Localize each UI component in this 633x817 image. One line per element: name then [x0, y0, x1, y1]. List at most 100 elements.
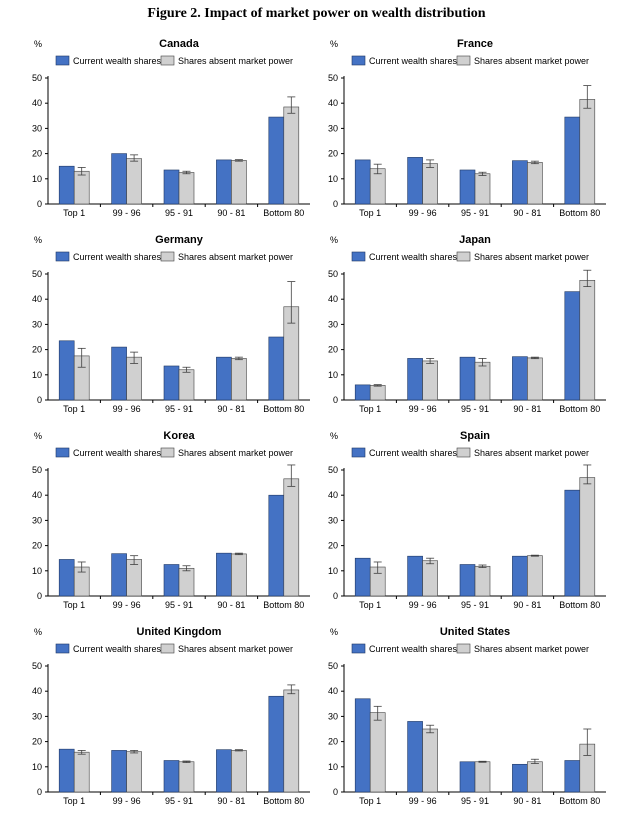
bar-current-wealth: [58, 748, 75, 793]
x-tick-label: 99 - 96: [409, 600, 437, 610]
error-bar: [182, 366, 191, 373]
x-tick-label: 99 - 96: [409, 208, 437, 218]
y-tick-label: 10: [32, 370, 42, 380]
x-tick-label: Top 1: [63, 404, 85, 414]
y-tick-label: 30: [328, 515, 338, 525]
bar-absent-market-power: [474, 761, 491, 793]
bar-absent-market-power: [527, 761, 543, 793]
y-tick-label: 20: [328, 541, 338, 551]
bar-absent-market-power: [231, 358, 247, 401]
x-tick-label: Bottom 80: [263, 208, 304, 218]
panel-title: Spain: [460, 430, 490, 442]
y-tick-label: 20: [328, 737, 338, 747]
bar-absent-market-power: [283, 689, 300, 793]
error-bar: [426, 358, 435, 364]
bar-current-wealth: [58, 340, 75, 401]
panel-germany: Germany% 0 10 20 30 40 50 Top 1 99 - 96 95 - 91 90…: [32, 234, 310, 414]
bar-current-wealth: [459, 564, 476, 597]
bar-current-wealth: [564, 489, 581, 597]
error-bar: [426, 724, 435, 734]
error-bar: [478, 171, 487, 176]
bar-absent-market-power: [579, 99, 596, 205]
legend-swatch-current: [351, 643, 366, 654]
y-tick-label: 30: [328, 711, 338, 721]
x-tick-label: 95 - 91: [165, 796, 193, 806]
error-bar: [130, 154, 139, 162]
error-bar: [530, 160, 539, 165]
legend-label-current: Current wealth shares: [369, 252, 458, 262]
bar-current-wealth: [354, 698, 371, 793]
bar-absent-market-power: [369, 385, 386, 401]
y-tick-label: 10: [32, 762, 42, 772]
y-tick-label: 10: [328, 370, 338, 380]
y-tick-label: 0: [37, 787, 42, 797]
bar-absent-market-power: [283, 106, 300, 205]
legend-label-absent: Shares absent market power: [474, 448, 589, 458]
bar-absent-market-power: [527, 357, 543, 401]
bar-absent-market-power: [579, 279, 596, 401]
y-tick-label: 0: [333, 787, 338, 797]
legend-swatch-absent: [160, 643, 175, 654]
error-bar: [287, 96, 296, 114]
error-bar: [287, 684, 296, 695]
bar-current-wealth: [111, 346, 127, 401]
y-unit-label: %: [34, 627, 42, 637]
bar-current-wealth: [512, 763, 528, 793]
y-tick-label: 30: [328, 319, 338, 329]
bar-absent-market-power: [422, 163, 438, 205]
y-unit-label: %: [34, 431, 42, 441]
bar-current-wealth: [163, 564, 180, 597]
bar-absent-market-power: [422, 728, 438, 793]
bar-current-wealth: [58, 165, 75, 205]
y-tick-label: 50: [328, 73, 338, 83]
x-tick-label: Bottom 80: [559, 404, 600, 414]
y-tick-label: 50: [32, 269, 42, 279]
bar-current-wealth: [407, 555, 423, 597]
bar-current-wealth: [163, 365, 180, 401]
error-bar: [478, 564, 487, 568]
bar-absent-market-power: [474, 565, 491, 597]
bar-absent-market-power: [283, 478, 300, 597]
error-bar: [478, 358, 487, 367]
y-tick-label: 20: [32, 737, 42, 747]
bar-current-wealth: [512, 160, 528, 205]
bar-current-wealth: [216, 159, 232, 205]
figure-title: Figure 2. Impact of market power on weal…: [147, 6, 486, 21]
error-bar: [234, 159, 243, 162]
panel-spain: Spain% 0 10 20 30 40 50 Top 1 99 - 96 95 - 91 90 -…: [328, 430, 606, 610]
bar-absent-market-power: [178, 761, 195, 793]
bar-absent-market-power: [474, 361, 491, 401]
legend-swatch-current: [55, 55, 70, 66]
bar-current-wealth: [111, 750, 127, 793]
x-tick-label: 90 - 81: [217, 796, 245, 806]
error-bar: [373, 705, 382, 721]
x-tick-label: 90 - 81: [217, 208, 245, 218]
x-tick-label: 95 - 91: [165, 600, 193, 610]
bar-absent-market-power: [126, 751, 142, 793]
error-bar: [530, 758, 539, 764]
panel-title: Korea: [163, 430, 195, 442]
y-tick-label: 40: [328, 294, 338, 304]
y-unit-label: %: [330, 39, 338, 49]
bar-absent-market-power: [422, 360, 438, 401]
x-tick-label: Top 1: [63, 600, 85, 610]
y-tick-label: 10: [32, 174, 42, 184]
panel-title: United Kingdom: [137, 626, 222, 638]
error-bar: [373, 561, 382, 574]
error-bar: [77, 561, 86, 573]
legend-swatch-current: [351, 447, 366, 458]
y-tick-label: 10: [32, 566, 42, 576]
legend-label-current: Current wealth shares: [369, 644, 458, 654]
y-tick-label: 0: [333, 199, 338, 209]
y-tick-label: 40: [328, 686, 338, 696]
y-tick-label: 30: [32, 123, 42, 133]
x-tick-label: 99 - 96: [409, 404, 437, 414]
y-tick-label: 40: [328, 490, 338, 500]
panel-united-kingdom: United Kingdom% 0 10 20 30 40 50 Top 1 99 - 96 95…: [32, 626, 310, 806]
y-tick-label: 0: [37, 591, 42, 601]
error-bar: [530, 554, 539, 557]
bar-current-wealth: [354, 384, 371, 401]
bar-absent-market-power: [422, 560, 438, 597]
panel-japan: Japan% 0 10 20 30 40 50 Top 1 99 - 96 95 - 91 90 -…: [328, 234, 606, 414]
legend-label-current: Current wealth shares: [73, 252, 162, 262]
